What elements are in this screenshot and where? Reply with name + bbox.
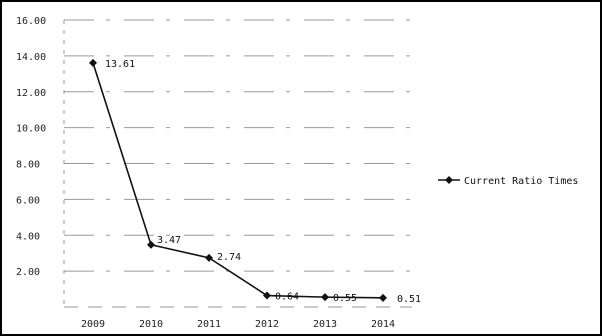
y-tick-label-3: 10.00 [16, 124, 46, 135]
y-tick-label-0: 16.00 [16, 16, 46, 27]
data-point-2010 [147, 240, 155, 249]
data-point-2013 [321, 293, 329, 302]
x-tick-label-2010: 2010 [139, 319, 163, 330]
y-tick-label-1: 14.00 [16, 52, 46, 63]
x-tick-label-2009: 2009 [81, 319, 105, 330]
data-point-2012 [263, 291, 271, 300]
legend-marker [445, 176, 453, 184]
gridlines [63, 19, 412, 308]
series-layer: 13.61 3.47 2.74 0.64 0.55 0.51 [89, 58, 421, 305]
data-point-2014 [379, 293, 387, 302]
data-label-2011: 2.74 [217, 252, 241, 263]
data-label-2012: 0.64 [275, 292, 299, 303]
data-label-2013: 0.55 [333, 293, 357, 304]
legend: Current Ratio Times [438, 176, 578, 187]
x-tick-label-2013: 2013 [313, 319, 337, 330]
data-label-2014: 0.51 [397, 294, 421, 305]
x-tick-label-2011: 2011 [197, 319, 221, 330]
data-point-2011 [205, 253, 213, 262]
x-tick-label-2012: 2012 [255, 319, 279, 330]
legend-label-current-ratio: Current Ratio Times [464, 176, 578, 187]
data-label-2010: 3.47 [157, 235, 181, 246]
series-line-0 [92, 62, 384, 299]
x-tick-label-2014: 2014 [371, 319, 395, 330]
x-axis-ticks: 2009 2010 2011 2012 2013 2014 [81, 319, 395, 330]
y-tick-label-4: 8.00 [16, 160, 40, 171]
y-axis-ticks: 16.00 14.00 12.00 10.00 8.00 6.00 4.00 2.00 [16, 16, 46, 278]
y-tick-label-5: 6.00 [16, 195, 40, 206]
y-tick-label-6: 4.00 [16, 231, 40, 242]
data-point-2009 [89, 58, 97, 67]
data-label-2009: 13.61 [105, 59, 135, 70]
y-tick-label-7: 2.00 [16, 267, 40, 278]
y-tick-label-2: 12.00 [16, 88, 46, 99]
